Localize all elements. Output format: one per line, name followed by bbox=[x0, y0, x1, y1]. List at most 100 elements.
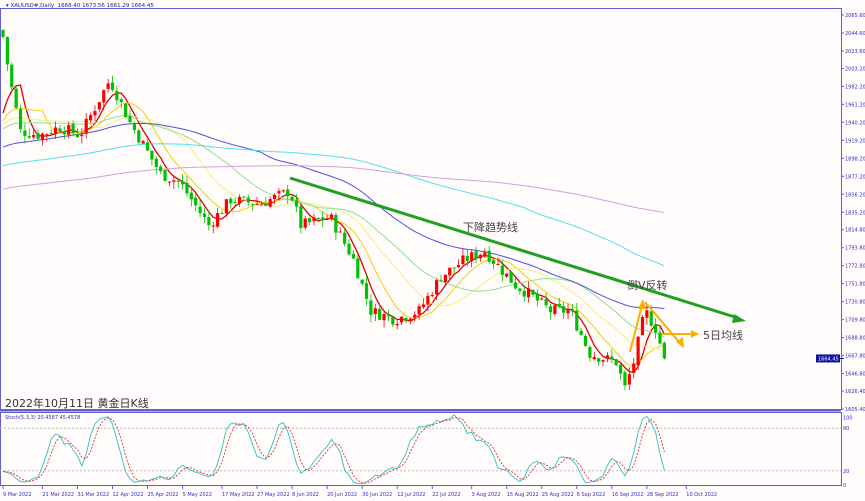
candle-body bbox=[198, 206, 202, 214]
y-tick-label: 2044.60 bbox=[845, 31, 865, 37]
ma-10-line bbox=[2, 102, 665, 367]
candle-body bbox=[601, 360, 605, 362]
y-tick-label: 1940.20 bbox=[845, 120, 865, 126]
x-tick-label: 16 Sep 2022 bbox=[612, 492, 644, 498]
candle-body bbox=[303, 218, 307, 228]
candle-body bbox=[27, 136, 31, 138]
candle-body bbox=[430, 295, 434, 297]
candle-body bbox=[465, 255, 469, 261]
downtrend-line bbox=[289, 176, 739, 320]
y-tick-label: 1898.20 bbox=[845, 156, 865, 162]
x-tick-label: 27 May 2022 bbox=[257, 492, 290, 498]
candle-body bbox=[75, 134, 80, 138]
candle-body bbox=[343, 232, 347, 244]
candle-body bbox=[491, 260, 496, 264]
candle-body bbox=[286, 189, 290, 197]
candle-body bbox=[395, 323, 399, 326]
candle-body bbox=[80, 134, 84, 137]
y-tick-label: 1982.20 bbox=[845, 84, 865, 90]
y-tick-label: 1730.80 bbox=[845, 300, 865, 306]
ma-200-line bbox=[2, 165, 665, 214]
candle-body bbox=[71, 123, 75, 134]
stoch-tick-label: 80 bbox=[843, 426, 849, 432]
ma-120-line bbox=[2, 143, 665, 267]
candle-body bbox=[373, 308, 377, 315]
current-price-label: 1664.45 bbox=[818, 356, 839, 362]
candle-body bbox=[224, 199, 228, 214]
x-tick-label: 15 Aug 2022 bbox=[507, 492, 539, 498]
candle-body bbox=[540, 298, 544, 300]
y-tick-label: 1688.80 bbox=[845, 336, 865, 342]
main-panel-frame bbox=[0, 8, 842, 410]
stoch-tick-label: 0 bbox=[843, 483, 846, 489]
y-tick-label: 1751.80 bbox=[845, 282, 865, 288]
candle-body bbox=[610, 356, 614, 360]
candle-body bbox=[338, 231, 342, 233]
candle-body bbox=[496, 264, 500, 266]
candle-body bbox=[505, 273, 509, 277]
stoch-k-line bbox=[2, 414, 665, 485]
candle-body bbox=[404, 317, 408, 321]
candle-body bbox=[456, 265, 461, 268]
x-tick-label: 12 Apr 2022 bbox=[113, 492, 144, 498]
y-tick-label: 1605.40 bbox=[845, 407, 865, 413]
candle-body bbox=[246, 197, 250, 203]
candle-body bbox=[290, 196, 294, 201]
candle-body bbox=[658, 332, 662, 344]
candle-body bbox=[347, 243, 351, 255]
candle-body bbox=[159, 166, 163, 172]
candle-body bbox=[194, 197, 198, 206]
candle-body bbox=[448, 267, 452, 276]
y-tick-label: 1793.80 bbox=[845, 246, 865, 252]
candle-body bbox=[67, 125, 71, 135]
candle-body bbox=[124, 103, 128, 118]
y-tick-label: 1814.80 bbox=[845, 228, 865, 234]
downtrend-label: 下降趋势线 bbox=[463, 220, 518, 234]
candle-body bbox=[137, 130, 141, 143]
candle-body bbox=[597, 358, 601, 362]
candle-body bbox=[557, 303, 561, 307]
candle-body bbox=[636, 336, 640, 366]
arrowhead bbox=[676, 337, 684, 348]
candle-body bbox=[356, 258, 360, 279]
candle-body bbox=[640, 317, 645, 336]
candle-body bbox=[93, 110, 97, 116]
candle-body bbox=[627, 374, 631, 385]
candle-body bbox=[334, 214, 338, 233]
reversal-arrow-down bbox=[644, 301, 681, 344]
x-tick-label: 22 Jul 2022 bbox=[432, 492, 460, 498]
candle-body bbox=[518, 288, 522, 292]
candle-body bbox=[14, 88, 18, 108]
candle-body bbox=[150, 150, 154, 160]
candle-body bbox=[474, 251, 478, 259]
candle-body bbox=[351, 253, 355, 259]
y-tick-label: 1877.20 bbox=[845, 174, 865, 180]
ma-5-line bbox=[2, 84, 665, 374]
candle-body bbox=[399, 316, 404, 323]
candle-body bbox=[53, 127, 58, 135]
candle-body bbox=[132, 123, 136, 130]
candle-body bbox=[294, 200, 299, 207]
candle-body bbox=[312, 217, 316, 222]
candle-body bbox=[163, 169, 167, 181]
candle-body bbox=[49, 132, 53, 134]
candle-body bbox=[128, 116, 132, 123]
candle-body bbox=[553, 305, 557, 314]
x-tick-label: 17 May 2022 bbox=[222, 492, 255, 498]
candle-body bbox=[662, 342, 666, 359]
candle-body bbox=[299, 206, 303, 228]
candle-body bbox=[321, 217, 325, 221]
ma-20-line bbox=[2, 116, 665, 352]
candle-body bbox=[623, 372, 627, 386]
candle-body bbox=[439, 280, 443, 282]
candle-body bbox=[268, 199, 272, 207]
candle-body bbox=[277, 191, 281, 194]
candle-body bbox=[513, 282, 518, 289]
downtrend-arrowhead bbox=[732, 314, 746, 323]
candle-body bbox=[391, 316, 395, 325]
y-tick-label: 2023.60 bbox=[845, 49, 865, 55]
x-tick-label: 31 Mar 2022 bbox=[77, 492, 109, 498]
candle-body bbox=[544, 299, 548, 306]
candle-body bbox=[40, 133, 45, 140]
